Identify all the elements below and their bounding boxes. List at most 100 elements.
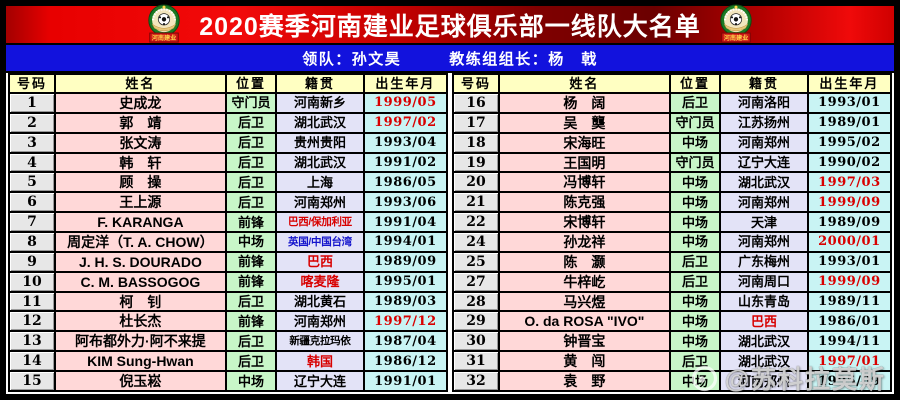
player-birthdate: 1987/04 bbox=[362, 330, 449, 353]
player-position: 后卫 bbox=[668, 350, 722, 373]
player-row: 3 张文涛 后卫 贵州贵阳 1993/04 bbox=[8, 131, 449, 154]
player-row: 31 黄 闯后卫 湖北武汉 1997/01 bbox=[452, 350, 893, 373]
player-name: 周定洋（T. A. CHOW） bbox=[53, 231, 227, 253]
team-crest-right-icon: 河南建业 bbox=[720, 4, 752, 43]
player-origin: 喀麦隆 bbox=[275, 270, 365, 293]
player-birthdate: 1989/09 bbox=[806, 211, 893, 234]
player-position: 前锋 bbox=[224, 250, 278, 273]
player-position: 前锋 bbox=[224, 211, 278, 234]
player-origin: 江苏扬州 bbox=[719, 111, 809, 134]
player-name: 牛梓屹 bbox=[497, 270, 671, 293]
player-number: 5 bbox=[8, 171, 56, 194]
player-birthdate: 1993/04 bbox=[362, 131, 449, 154]
player-name: 韩 轩 bbox=[53, 151, 227, 174]
player-origin: 湖北武汉 bbox=[719, 350, 809, 373]
player-origin: 湖北武汉 bbox=[719, 330, 809, 353]
player-name: 宋博轩 bbox=[497, 211, 671, 234]
player-birthdate: 1997/03 bbox=[806, 171, 893, 194]
col-header-birthdate: 出生年月 bbox=[806, 73, 893, 94]
col-header-position: 位置 bbox=[224, 73, 278, 94]
col-header-origin: 籍贯 bbox=[275, 73, 365, 94]
player-number: 25 bbox=[452, 250, 500, 273]
player-origin: 河南郑州 bbox=[719, 231, 809, 253]
player-number: 6 bbox=[8, 191, 56, 214]
player-number: 3 bbox=[8, 131, 56, 154]
player-number: 16 bbox=[452, 92, 500, 114]
col-header-position: 位置 bbox=[668, 73, 722, 94]
player-origin: 辽宁大连 bbox=[275, 370, 365, 392]
player-position: 守门员 bbox=[668, 151, 722, 174]
player-origin: 天津 bbox=[719, 211, 809, 234]
player-number: 4 bbox=[8, 151, 56, 174]
player-position: 前锋 bbox=[224, 310, 278, 333]
player-birthdate: 1986/05 bbox=[362, 171, 449, 194]
col-header-number: 号码 bbox=[452, 73, 500, 94]
page-title: 2020赛季河南建业足球俱乐部一线队大名单 bbox=[199, 12, 701, 41]
player-origin: 河南郑州 bbox=[719, 131, 809, 154]
player-row: 17 吴 龑守门员 江苏扬州 1989/01 bbox=[452, 111, 893, 134]
player-position: 中场 bbox=[668, 370, 722, 392]
player-birthdate: 1997/02 bbox=[362, 111, 449, 134]
col-header-birthdate: 出生年月 bbox=[362, 73, 449, 94]
roster-body-left: 1 史成龙 守门员 河南新乡 1999/05 2 郭 靖后卫 湖北武汉 1997/02 3 张文涛后… bbox=[8, 92, 449, 392]
player-row: 8 周定洋（T. A. CHOW） 中场 英国/中国台湾 1994/01 bbox=[8, 231, 449, 253]
player-number: 30 bbox=[452, 330, 500, 353]
player-birthdate: 1991/02 bbox=[362, 151, 449, 174]
player-birthdate: 1999/09 bbox=[806, 191, 893, 214]
player-name: 张文涛 bbox=[53, 131, 227, 154]
player-number: 12 bbox=[8, 310, 56, 333]
player-number: 8 bbox=[8, 231, 56, 253]
player-row: 22 宋博轩 中场 天津 1989/09 bbox=[452, 211, 893, 234]
player-name: KIM Sung-Hwan bbox=[53, 350, 227, 373]
player-row: 30 钟晋宝 中场 湖北武汉 1994/11 bbox=[452, 330, 893, 353]
player-origin: 湖北武汉 bbox=[719, 171, 809, 194]
player-position: 中场 bbox=[668, 131, 722, 154]
crest-banner-text: 河南建业 bbox=[724, 34, 749, 42]
player-origin: 贵州贵阳 bbox=[275, 131, 365, 154]
player-number: 31 bbox=[452, 350, 500, 373]
player-origin: 巴西 bbox=[275, 250, 365, 273]
player-birthdate: 1990/02 bbox=[806, 151, 893, 174]
player-row: 27 牛梓屹 后卫 河南周口 1999/09 bbox=[452, 270, 893, 293]
table-header: 号码 姓名 位置 籍贯 出生年月 bbox=[452, 73, 893, 94]
player-origin: 湖北武汉 bbox=[275, 151, 365, 174]
player-origin: 河南郑州 bbox=[275, 310, 365, 333]
title-bar: 河南建业 2020赛季河南建业足球俱乐部一线队大名单 河南建业 bbox=[6, 4, 894, 45]
player-row: 1 史成龙 守门员 河南新乡 1999/05 bbox=[8, 92, 449, 114]
player-number: 19 bbox=[452, 151, 500, 174]
player-row: 28 马兴煜 中场 山东青岛 1989/11 bbox=[452, 290, 893, 313]
player-row: 15 倪玉崧 中场 辽宁大连 1991/01 bbox=[8, 370, 449, 392]
player-position: 后卫 bbox=[224, 191, 278, 214]
player-row: 10 C. M. BASSOGOG 前锋 喀麦隆 1995/01 bbox=[8, 270, 449, 293]
player-origin: 河南郑州 bbox=[719, 191, 809, 214]
col-header-name: 姓名 bbox=[53, 73, 227, 94]
player-birthdate: 1997/12 bbox=[362, 310, 449, 333]
player-position: 中场 bbox=[668, 310, 722, 333]
player-row: 18 宋海旺 中场 河南郑州 1995/02 bbox=[452, 131, 893, 154]
coach-group-head-name: 杨 戟 bbox=[548, 50, 598, 68]
player-position: 中场 bbox=[668, 191, 722, 214]
player-origin: 巴西/保加利亚 bbox=[275, 211, 365, 234]
player-origin: 上海 bbox=[275, 171, 365, 194]
player-name: 陈克强 bbox=[497, 191, 671, 214]
player-name: 王上源 bbox=[53, 191, 227, 214]
player-row: 16 杨 阔后卫 河南洛阳 1993/01 bbox=[452, 92, 893, 114]
crest-banner-text: 河南建业 bbox=[152, 34, 177, 42]
player-birthdate: 1995/02 bbox=[806, 131, 893, 154]
player-number: 13 bbox=[8, 330, 56, 353]
player-origin: 湖北黄石 bbox=[275, 290, 365, 313]
player-row: 9 J. H. S. DOURADO 前锋 巴西 1989/09 bbox=[8, 250, 449, 273]
player-position: 中场 bbox=[668, 330, 722, 353]
player-name: J. H. S. DOURADO bbox=[53, 250, 227, 273]
player-birthdate: 1991/04 bbox=[362, 211, 449, 234]
player-birthdate: 1989/09 bbox=[362, 250, 449, 273]
player-name: 顾 操 bbox=[53, 171, 227, 194]
player-name: 钟晋宝 bbox=[497, 330, 671, 353]
roster-tables: 号码 姓名 位置 籍贯 出生年月 1 史成龙 守门员 河南新乡 1999/05 2 郭 靖后… bbox=[6, 73, 894, 394]
player-row: 19 王国明 守门员 辽宁大连 1990/02 bbox=[452, 151, 893, 174]
player-position: 后卫 bbox=[668, 250, 722, 273]
player-position: 守门员 bbox=[668, 111, 722, 134]
player-position: 中场 bbox=[668, 211, 722, 234]
